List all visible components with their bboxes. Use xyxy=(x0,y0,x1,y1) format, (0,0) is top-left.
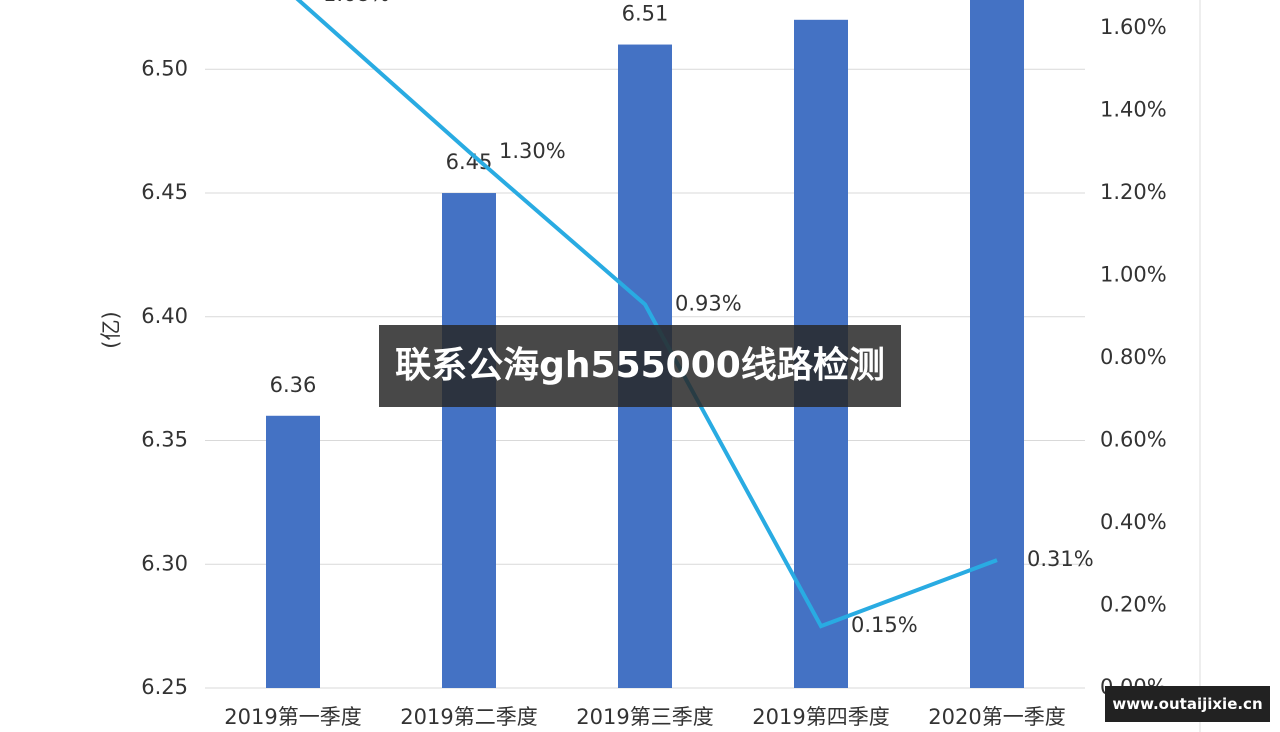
x-tick-label: 2020第一季度 xyxy=(928,705,1065,729)
y-tick-label: 6.35 xyxy=(141,428,188,452)
line-label: 1.68% xyxy=(323,0,390,6)
y2-tick-label: 0.80% xyxy=(1100,345,1167,369)
data-label: 6.52 xyxy=(798,0,845,1)
y-tick-label: 6.25 xyxy=(141,675,188,699)
y2-tick-label: 1.60% xyxy=(1100,15,1167,39)
line-label: 0.93% xyxy=(675,291,742,315)
x-tick-label: 2019第四季度 xyxy=(752,705,889,729)
bar xyxy=(970,0,1024,689)
bar xyxy=(266,415,320,688)
line-label: 0.15% xyxy=(851,613,918,637)
data-label: 6.51 xyxy=(622,2,669,26)
y2-tick-label: 1.00% xyxy=(1100,263,1167,287)
line-label: 0.31% xyxy=(1027,547,1094,571)
y2-tick-label: 1.20% xyxy=(1100,180,1167,204)
bar xyxy=(442,193,496,689)
line xyxy=(295,0,998,629)
x-tick-label: 2019第二季度 xyxy=(400,705,537,729)
x-tick-label: 2019第一季度 xyxy=(224,705,361,729)
line-label: 1.30% xyxy=(499,139,566,163)
y-tick-label: 6.40 xyxy=(141,304,188,328)
y2-tick-label: 0.20% xyxy=(1100,593,1167,617)
data-label: 6.36 xyxy=(270,373,317,397)
watermark: www.outaijixie.cn xyxy=(1105,686,1270,722)
x-tick-label: 2019第三季度 xyxy=(576,705,713,729)
banner: 联系公海gh555000线路检测 xyxy=(379,325,901,407)
y-tick-label: 6.30 xyxy=(141,551,188,575)
y-axis-label: (亿) xyxy=(99,311,123,348)
y2-tick-label: 0.40% xyxy=(1100,510,1167,534)
y-tick-label: 6.45 xyxy=(141,180,188,204)
y2-tick-label: 0.60% xyxy=(1100,428,1167,452)
y2-tick-label: 1.40% xyxy=(1100,98,1167,122)
y-tick-label: 6.50 xyxy=(141,56,188,80)
